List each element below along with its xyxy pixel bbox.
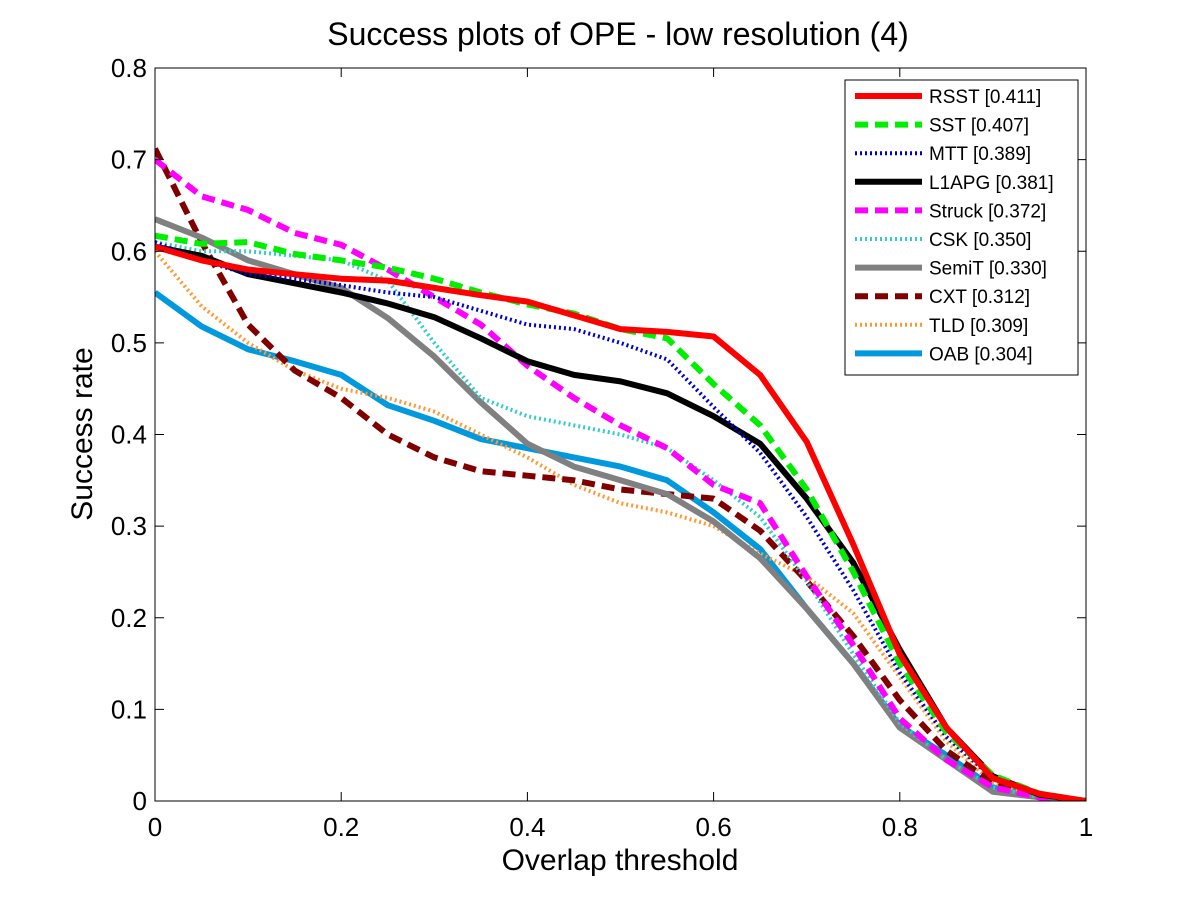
legend-label: OAB [0.304] xyxy=(929,344,1033,365)
legend-box xyxy=(844,79,1079,376)
legend-label: CXT [0.312] xyxy=(929,287,1030,308)
legend-label: SST [0.407] xyxy=(929,116,1029,137)
legend-label: MTT [0.389] xyxy=(929,144,1031,165)
legend-label: RSST [0.411] xyxy=(929,87,1041,108)
y-tick-label: 0.7 xyxy=(111,145,147,175)
y-tick-label: 0.6 xyxy=(111,236,147,266)
legend-label: SemiT [0.330] xyxy=(929,259,1047,280)
series-line-cxt xyxy=(155,147,1086,801)
series-line-mtt xyxy=(155,240,1086,801)
series-line-sst xyxy=(155,232,1086,801)
x-axis-label: Overlap threshold xyxy=(502,844,739,877)
y-tick-label: 0.8 xyxy=(111,53,147,83)
y-tick-label: 0.5 xyxy=(111,328,147,358)
y-tick-label: 0.3 xyxy=(111,511,147,541)
x-tick-label: 0.8 xyxy=(882,812,918,842)
legend-label: CSK [0.350] xyxy=(929,230,1031,251)
chart-title: Success plots of OPE - low resolution (4… xyxy=(327,16,909,52)
y-axis-label: Success rate xyxy=(66,347,99,520)
y-tick-label: 0 xyxy=(133,786,147,816)
legend: RSST [0.411] SST [0.407] MTT [0.389] L1APG … xyxy=(844,79,1079,376)
x-tick-label: 0 xyxy=(148,812,162,842)
legend-label: L1APG [0.381] xyxy=(929,173,1054,194)
series-line-rsst xyxy=(155,243,1086,801)
legend-label: TLD [0.309] xyxy=(929,316,1028,337)
y-tick-label: 0.1 xyxy=(111,694,147,724)
legend-label: Struck [0.372] xyxy=(929,201,1046,222)
x-tick-label: 0.4 xyxy=(509,812,545,842)
x-tick-label: 0.6 xyxy=(696,812,732,842)
x-tick-label: 1 xyxy=(1079,812,1093,842)
series-line-struck xyxy=(155,157,1086,801)
axis-ticks: 0 0.2 0.4 0.6 0.8 1 0 0.1 0.2 0.3 0.4 0.5 0.6 0.7 0.8 xyxy=(111,53,1093,842)
y-tick-label: 0.2 xyxy=(111,603,147,633)
y-tick-label: 0.4 xyxy=(111,420,147,450)
x-tick-label: 0.2 xyxy=(323,812,359,842)
series-layer xyxy=(155,147,1086,801)
